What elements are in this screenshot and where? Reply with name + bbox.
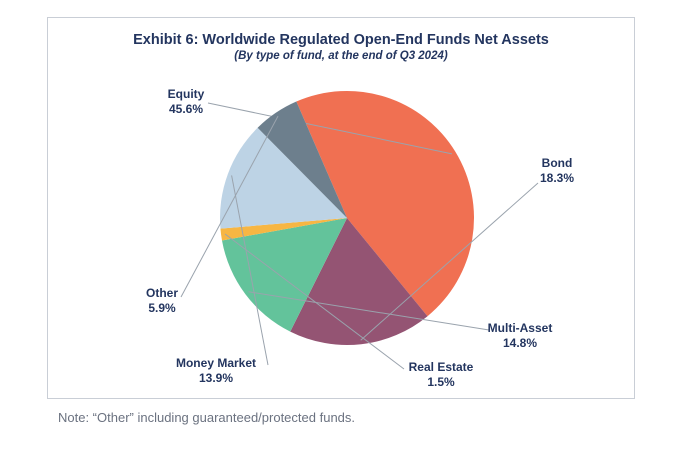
pie-slice-money-market <box>220 127 347 229</box>
pie-slice-real-estate <box>220 218 347 241</box>
leader-line-other <box>180 115 279 298</box>
slice-value-money-market: 13.9% <box>199 371 233 385</box>
chart-title: Exhibit 6: Worldwide Regulated Open-End … <box>133 32 549 48</box>
slice-value-other: 5.9% <box>148 301 176 315</box>
slice-value-equity: 45.6% <box>169 102 203 116</box>
slice-value-bond: 18.3% <box>540 171 574 185</box>
footnote: Note: “Other” including guaranteed/prote… <box>58 410 356 425</box>
slice-label-other: Other <box>146 286 178 300</box>
pie-slice-multi-asset <box>221 218 347 332</box>
leader-line-equity <box>207 102 453 155</box>
pie-slice-other <box>257 101 347 218</box>
leader-line-real-estate <box>224 233 405 370</box>
slice-label-bond: Bond <box>542 156 573 170</box>
slice-label-money-market: Money Market <box>176 356 256 370</box>
slice-label-multi-asset: Multi-Asset <box>488 321 553 335</box>
pie-slice-equity <box>296 90 475 317</box>
slice-value-multi-asset: 14.8% <box>503 336 537 350</box>
slice-value-real-estate: 1.5% <box>427 375 455 389</box>
leader-line-money-market <box>231 175 269 366</box>
slice-label-real-estate: Real Estate <box>409 360 474 374</box>
leader-line-multi-asset <box>248 291 490 331</box>
chart-subtitle: (By type of fund, at the end of Q3 2024) <box>234 50 448 62</box>
slice-label-equity: Equity <box>168 87 205 101</box>
pie-slice-bond <box>290 218 428 345</box>
